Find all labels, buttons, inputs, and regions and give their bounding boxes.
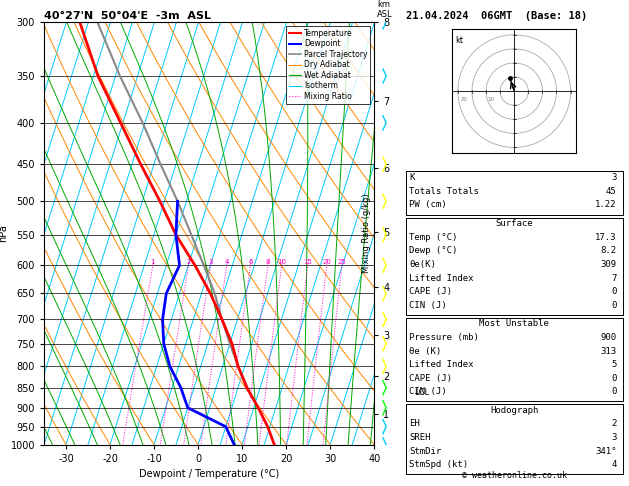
Text: Hodograph: Hodograph [490,406,538,415]
Text: EH: EH [409,419,420,429]
Text: 900: 900 [600,333,616,342]
X-axis label: Dewpoint / Temperature (°C): Dewpoint / Temperature (°C) [139,469,279,479]
Text: StmSpd (kt): StmSpd (kt) [409,460,469,469]
Text: 4: 4 [225,260,229,265]
Text: 2: 2 [611,419,616,429]
Text: CIN (J): CIN (J) [409,387,447,397]
Text: Most Unstable: Most Unstable [479,319,549,329]
Text: K: K [409,173,415,182]
Text: kt: kt [455,36,463,45]
Text: 20: 20 [460,97,468,102]
Text: Pressure (mb): Pressure (mb) [409,333,479,342]
Text: 8.2: 8.2 [600,246,616,256]
Text: 3: 3 [611,433,616,442]
Text: 8: 8 [265,260,270,265]
Text: km
ASL: km ASL [377,0,393,19]
Text: 15: 15 [303,260,312,265]
Y-axis label: hPa: hPa [0,225,8,242]
Text: 2: 2 [186,260,191,265]
Text: θe (K): θe (K) [409,347,442,356]
Text: Lifted Index: Lifted Index [409,360,474,369]
Text: 0: 0 [611,374,616,383]
Text: © weatheronline.co.uk: © weatheronline.co.uk [462,471,567,480]
Text: 3: 3 [611,173,616,182]
Text: 0: 0 [611,301,616,310]
Text: 341°: 341° [595,447,616,456]
Text: CAPE (J): CAPE (J) [409,374,452,383]
Text: 40°27'N  50°04'E  -3m  ASL: 40°27'N 50°04'E -3m ASL [44,11,211,21]
Text: StmDir: StmDir [409,447,442,456]
Text: Lifted Index: Lifted Index [409,274,474,283]
Text: 309: 309 [600,260,616,269]
Text: θe(K): θe(K) [409,260,437,269]
Text: CIN (J): CIN (J) [409,301,447,310]
Text: 1.22: 1.22 [595,200,616,209]
Text: SREH: SREH [409,433,431,442]
Text: Dewp (°C): Dewp (°C) [409,246,458,256]
Text: PW (cm): PW (cm) [409,200,447,209]
Text: 313: 313 [600,347,616,356]
Text: 6: 6 [248,260,253,265]
Text: 3: 3 [208,260,213,265]
Text: 1: 1 [150,260,155,265]
Text: CAPE (J): CAPE (J) [409,287,452,296]
Text: 0: 0 [611,387,616,397]
Text: 10: 10 [277,260,286,265]
Text: Surface: Surface [496,219,533,228]
Text: Temp (°C): Temp (°C) [409,233,458,242]
Legend: Temperature, Dewpoint, Parcel Trajectory, Dry Adiabat, Wet Adiabat, Isotherm, Mi: Temperature, Dewpoint, Parcel Trajectory… [286,26,370,104]
Text: 45: 45 [606,187,616,196]
Text: Totals Totals: Totals Totals [409,187,479,196]
Text: LCL: LCL [414,388,429,397]
Text: 4: 4 [611,460,616,469]
Text: 25: 25 [338,260,346,265]
Text: 20: 20 [322,260,331,265]
Text: 7: 7 [611,274,616,283]
Text: Mixing Ratio (g/kg): Mixing Ratio (g/kg) [362,193,371,273]
Text: 17.3: 17.3 [595,233,616,242]
Text: 21.04.2024  06GMT  (Base: 18): 21.04.2024 06GMT (Base: 18) [406,11,587,21]
Text: 10: 10 [487,97,494,102]
Text: 0: 0 [611,287,616,296]
Text: 5: 5 [611,360,616,369]
